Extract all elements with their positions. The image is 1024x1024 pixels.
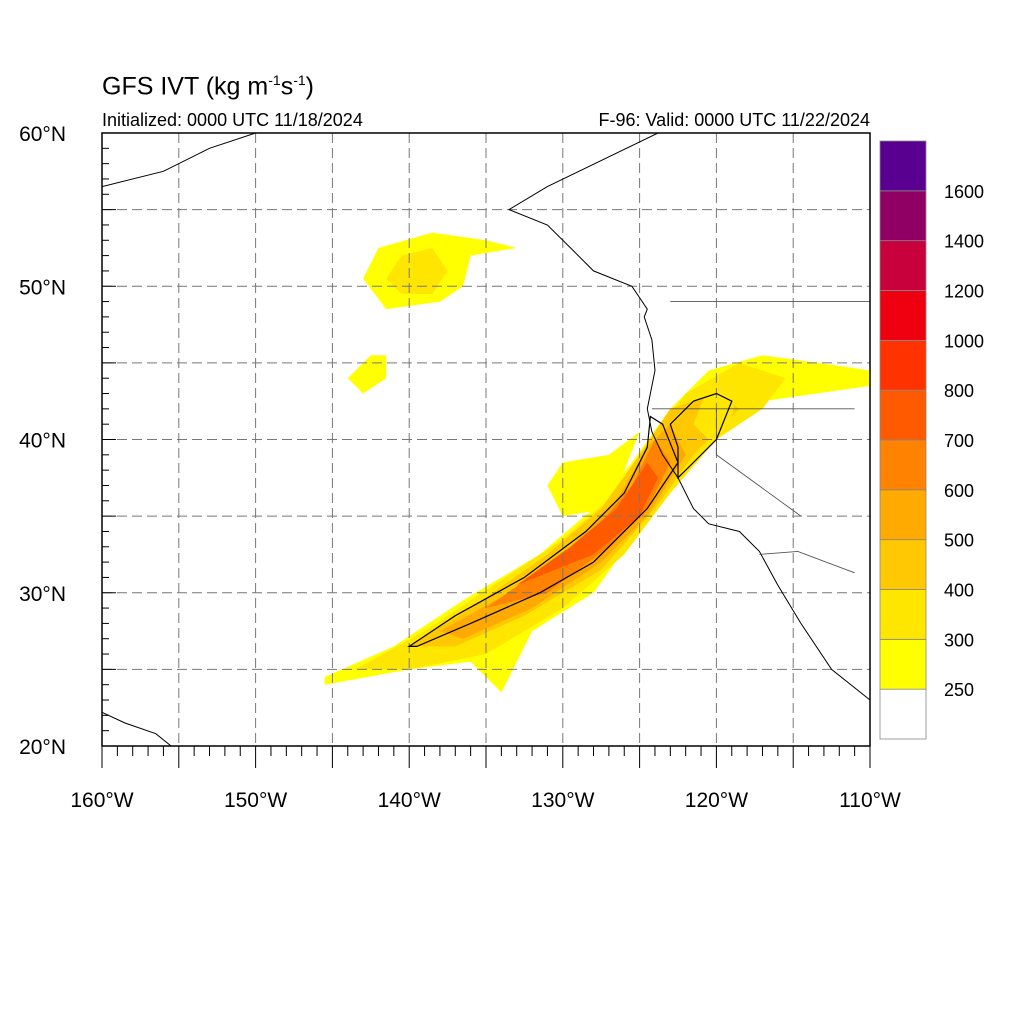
atmospheric-river-700: [516, 462, 658, 586]
colorbar-label: 1000: [944, 331, 984, 351]
lat-label: 60°N: [19, 123, 66, 146]
colorbar-box: [879, 539, 927, 590]
lat-label: 20°N: [19, 736, 66, 759]
lon-label: 150°W: [224, 789, 287, 812]
valid-time: F-96: Valid: 0000 UTC 11/22/2024: [598, 110, 871, 130]
colorbar-box: [879, 688, 927, 740]
colorbar-label: 700: [944, 431, 974, 451]
ivt-500-contour-inland: [669, 392, 733, 480]
lat-label: 40°N: [19, 430, 66, 453]
colorbar-label: 400: [944, 581, 974, 601]
colorbar-box: [879, 389, 927, 441]
map-title: GFS IVT (kg m-1s-1): [102, 72, 314, 101]
ivt-500-contour-west: [407, 415, 679, 648]
colorbar-label: 250: [944, 680, 974, 700]
colorbar-label: 600: [944, 481, 974, 501]
colorbar-label: 1400: [944, 232, 984, 252]
alaska-coast: [102, 133, 256, 188]
colorbar-label: 500: [944, 531, 974, 551]
colorbar-box: [879, 439, 927, 491]
colorbar-box: [879, 339, 927, 391]
atmospheric-river-north-lobe: [547, 431, 640, 517]
gulf-of-alaska-blob-core: [386, 247, 448, 294]
ca-nv-border: [715, 408, 802, 517]
axis-labels: 60°N 50°N 40°N 30°N 20°N 160°W 150°W 140°W 130°W…: [19, 123, 901, 812]
colorbar: 250 300 400 500 600 700 800 1000 1200 1400 1600: [879, 140, 984, 740]
initialized-time: Initialized: 0000 UTC 11/18/2024: [102, 110, 363, 130]
colorbar-box: [879, 290, 927, 341]
lon-label: 120°W: [685, 789, 748, 812]
us-mexico-border: [759, 550, 855, 574]
lon-label: 130°W: [531, 789, 594, 812]
colorbar-box: [879, 489, 927, 541]
lat-label: 30°N: [19, 583, 66, 606]
lat-label: 50°N: [19, 276, 66, 299]
colorbar-box: [879, 638, 927, 690]
colorbar-box: [879, 240, 927, 291]
atmospheric-river-500: [439, 424, 686, 639]
atmospheric-river-600: [486, 439, 671, 609]
colorbar-box: [879, 140, 927, 192]
colorbar-label: 1600: [944, 182, 984, 202]
colorbar-label: 300: [944, 630, 974, 650]
axis-ticks: [101, 132, 871, 768]
lon-label: 160°W: [70, 789, 133, 812]
colorbar-box: [879, 589, 927, 640]
coastlines: [102, 133, 870, 746]
north-america-west-coast: [507, 133, 870, 701]
small-blob: [347, 355, 387, 394]
hawaii: [102, 711, 172, 746]
lon-label: 140°W: [378, 789, 441, 812]
colorbar-label: 1200: [944, 282, 984, 302]
colorbar-label: 800: [944, 381, 974, 401]
ivt-contours: [407, 392, 733, 648]
lon-label: 110°W: [839, 789, 901, 812]
colorbar-box: [879, 190, 927, 242]
